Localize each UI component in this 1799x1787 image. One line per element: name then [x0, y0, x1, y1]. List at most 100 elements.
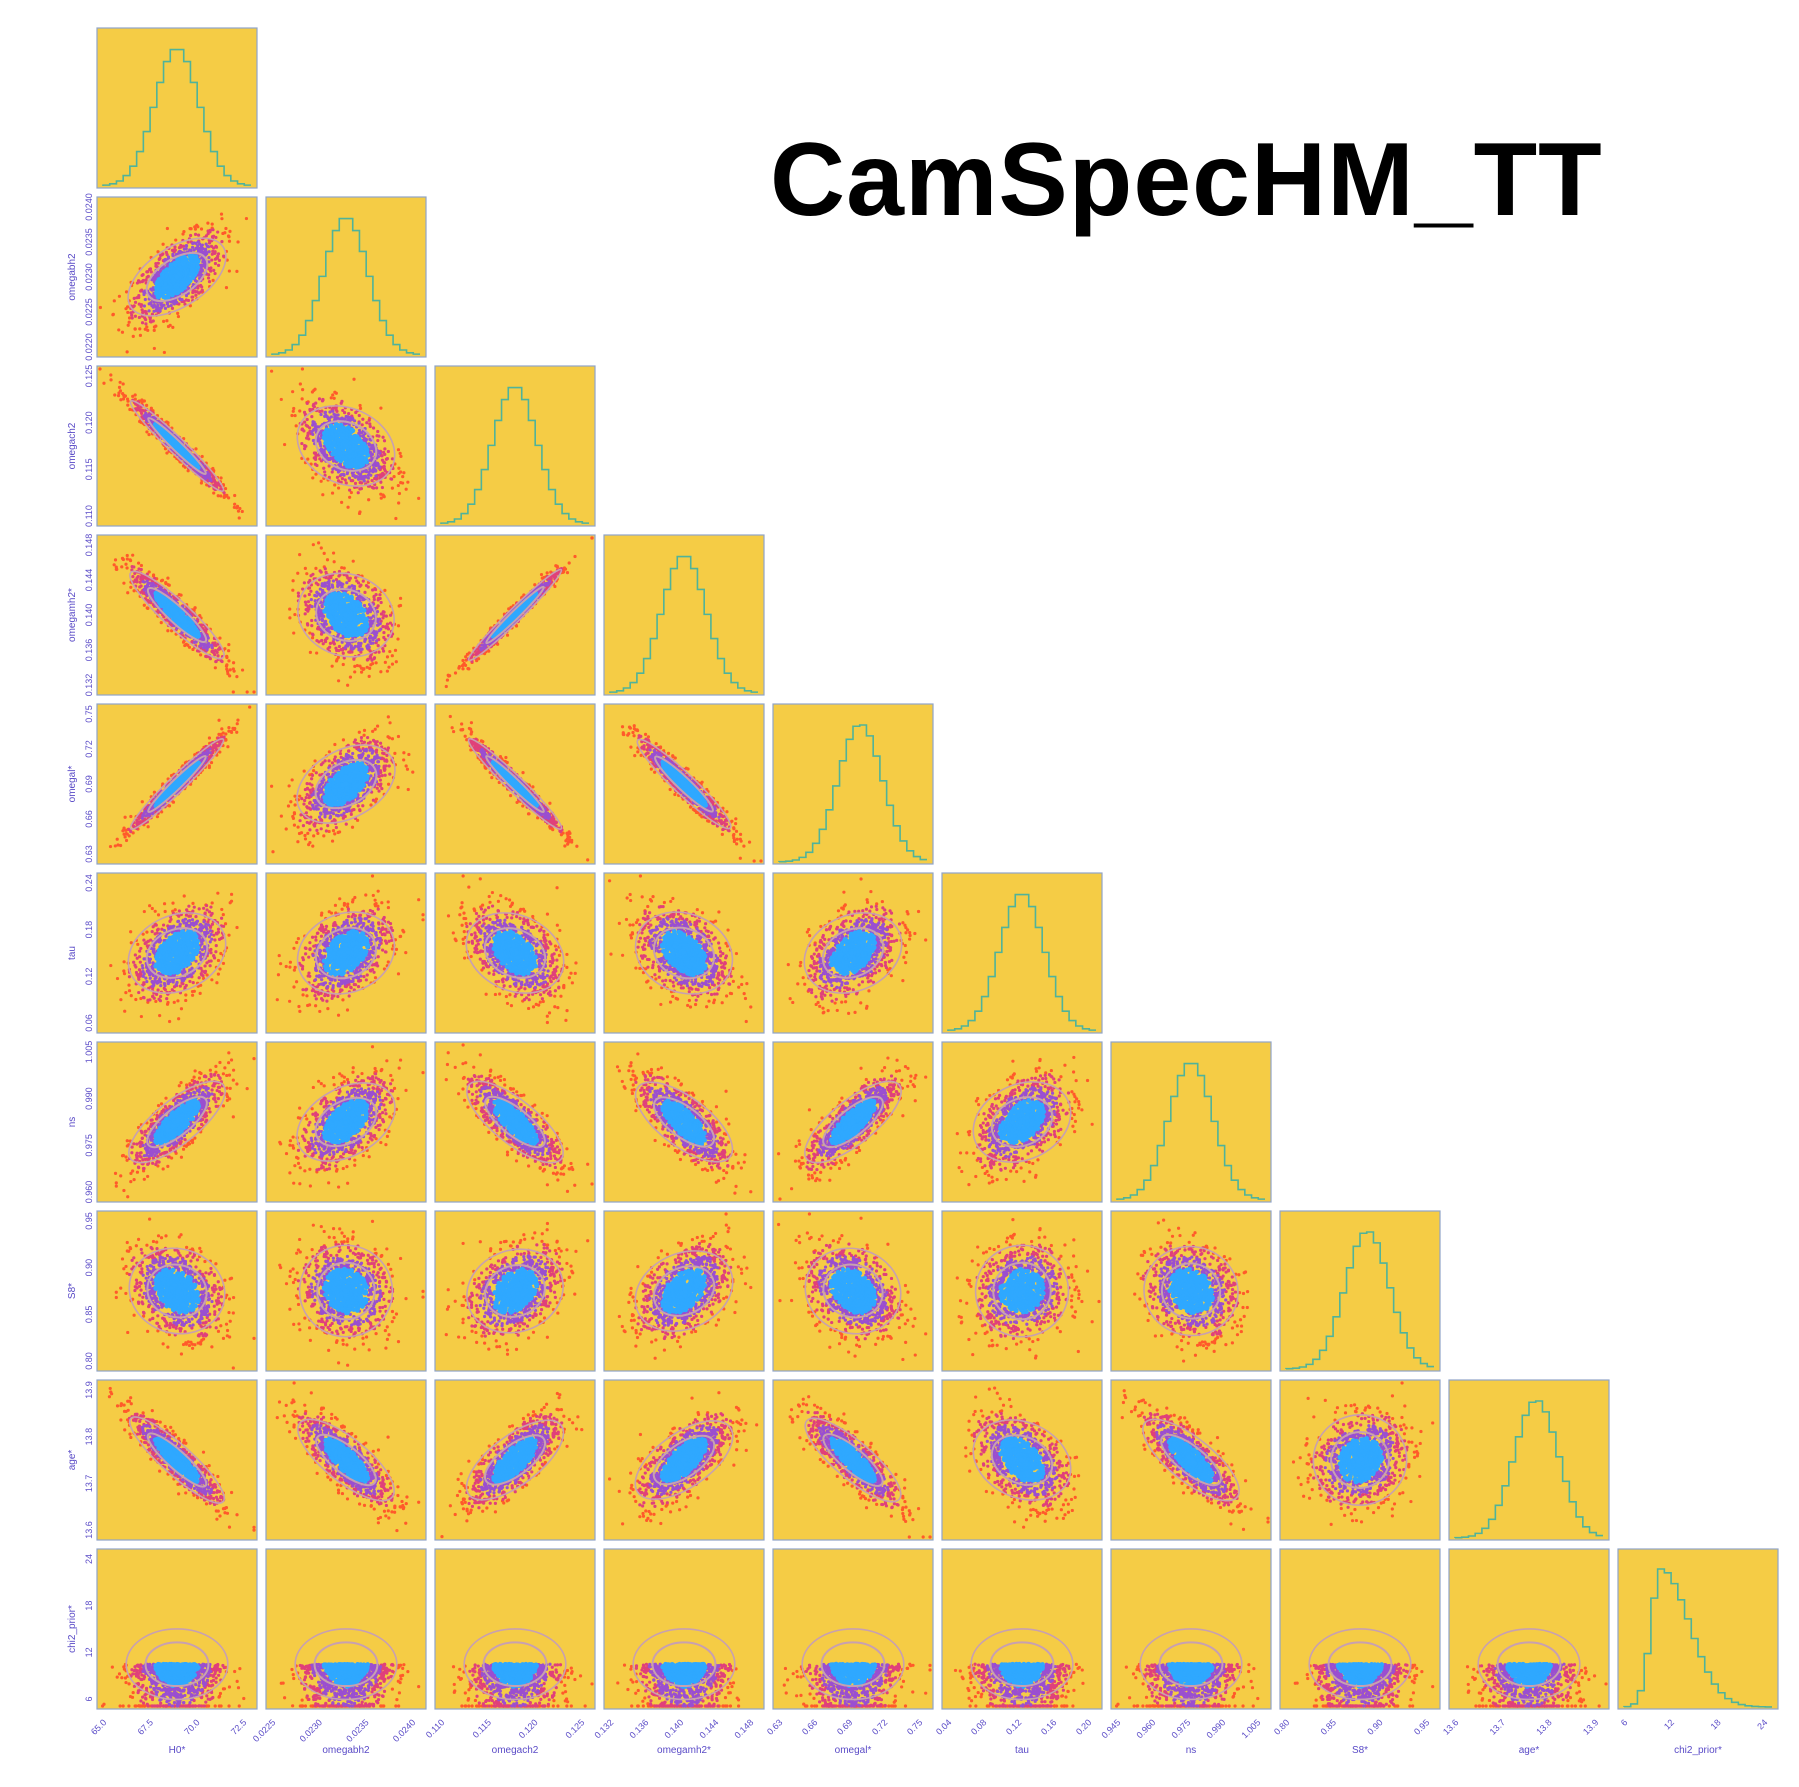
sample-point	[323, 470, 326, 473]
sample-point	[236, 240, 239, 243]
sample-point	[353, 474, 356, 477]
sample-point	[270, 370, 273, 373]
sample-point	[381, 436, 384, 439]
sample-point	[320, 480, 323, 483]
sample-point	[358, 510, 361, 513]
sample-point	[310, 415, 313, 418]
sample-point	[147, 433, 150, 436]
sample-point	[358, 414, 361, 417]
sample-point	[245, 217, 248, 220]
sample-point	[379, 407, 382, 410]
sample-point	[379, 493, 382, 496]
sample-point	[177, 315, 180, 318]
sample-point	[333, 397, 336, 400]
panel-H0*-vs-H0*	[97, 28, 257, 188]
sample-point	[348, 489, 351, 492]
sample-point	[190, 295, 193, 298]
sample-point	[291, 390, 294, 393]
sample-point	[170, 304, 173, 307]
sample-point	[280, 398, 283, 401]
sample-point	[153, 347, 156, 350]
sample-point	[119, 381, 122, 384]
sample-point	[166, 227, 169, 230]
sample-point	[127, 324, 130, 327]
sample-point	[126, 305, 129, 308]
sample-point	[238, 516, 241, 519]
y-tick-label: 0.120	[84, 411, 94, 434]
sample-point	[307, 437, 310, 440]
sample-point	[220, 213, 223, 216]
sample-point	[145, 325, 148, 328]
sample-point	[191, 246, 194, 249]
sample-point	[185, 247, 188, 250]
sample-point	[119, 389, 122, 392]
sample-point	[126, 350, 129, 353]
sample-point	[392, 475, 395, 478]
sample-point	[385, 458, 388, 461]
sample-point	[206, 245, 209, 248]
sample-point	[190, 227, 193, 230]
sample-point	[211, 250, 214, 253]
sample-point	[141, 273, 144, 276]
sample-point	[147, 275, 150, 278]
sample-point	[417, 497, 420, 500]
sample-point	[171, 326, 174, 329]
sample-point	[331, 410, 334, 413]
sample-point	[145, 404, 148, 407]
sample-point	[220, 240, 223, 243]
sample-point	[397, 501, 400, 504]
sample-point	[147, 309, 150, 312]
sample-point	[139, 334, 142, 337]
sample-point	[399, 455, 402, 458]
sample-point	[133, 297, 136, 300]
sample-point	[208, 250, 211, 253]
panel-background	[266, 197, 426, 357]
sample-point	[211, 222, 214, 225]
sample-point	[193, 248, 196, 251]
sample-point	[141, 308, 144, 311]
sample-point	[162, 243, 165, 246]
sample-point	[144, 298, 147, 301]
sample-point	[304, 445, 307, 448]
sample-point	[306, 457, 309, 460]
sample-point	[397, 448, 400, 451]
sample-point	[319, 413, 322, 416]
sample-point	[233, 503, 236, 506]
sample-point	[354, 482, 357, 485]
sample-point	[391, 486, 394, 489]
sample-point	[122, 382, 125, 385]
sample-point	[366, 480, 369, 483]
sample-point	[341, 477, 344, 480]
sample-point	[210, 258, 213, 261]
sample-point	[144, 322, 147, 325]
sample-point	[144, 310, 147, 313]
y-axis-label: omegach2	[67, 422, 78, 469]
sample-point	[200, 227, 203, 230]
sample-point	[314, 422, 317, 425]
sample-point	[206, 221, 209, 224]
sample-point	[152, 319, 155, 322]
sample-point	[194, 447, 197, 450]
sample-point	[330, 396, 333, 399]
sample-point	[283, 443, 286, 446]
sample-point	[236, 505, 239, 508]
sample-point	[182, 245, 185, 248]
sample-point	[381, 486, 384, 489]
sample-point	[212, 279, 215, 282]
sample-point	[113, 299, 116, 302]
sample-point	[293, 414, 296, 417]
sample-point	[225, 286, 228, 289]
sample-point	[343, 411, 346, 414]
sample-point	[228, 240, 231, 243]
sample-point	[126, 404, 129, 407]
y-tick-label: 0.115	[84, 458, 94, 480]
sample-point	[133, 327, 136, 330]
sample-point	[189, 249, 192, 252]
sample-point	[140, 303, 143, 306]
sample-point	[235, 270, 238, 273]
sample-point	[352, 378, 355, 381]
sample-point	[171, 307, 174, 310]
sample-point	[383, 439, 386, 442]
